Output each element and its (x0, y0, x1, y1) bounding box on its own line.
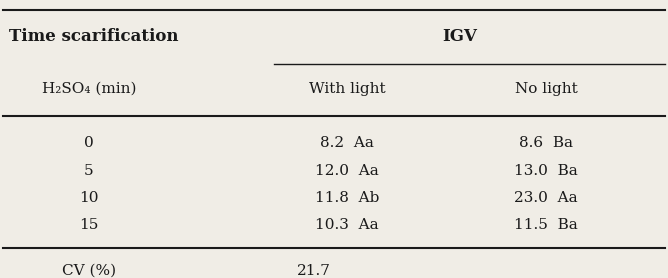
Text: 10.3  Aa: 10.3 Aa (315, 218, 379, 232)
Text: 5: 5 (84, 164, 94, 178)
Text: 11.5  Ba: 11.5 Ba (514, 218, 578, 232)
Text: 21.7: 21.7 (297, 264, 331, 277)
Text: 8.2  Aa: 8.2 Aa (321, 136, 374, 150)
Text: 8.6  Ba: 8.6 Ba (519, 136, 573, 150)
Text: Time scarification: Time scarification (9, 28, 179, 45)
Text: No light: No light (514, 82, 577, 96)
Text: 13.0  Ba: 13.0 Ba (514, 164, 578, 178)
Text: 0: 0 (84, 136, 94, 150)
Text: 15: 15 (79, 218, 99, 232)
Text: CV (%): CV (%) (62, 264, 116, 277)
Text: IGV: IGV (442, 28, 478, 45)
Text: 12.0  Aa: 12.0 Aa (315, 164, 379, 178)
Text: 10: 10 (79, 191, 99, 205)
Text: 23.0  Aa: 23.0 Aa (514, 191, 578, 205)
Text: 11.8  Ab: 11.8 Ab (315, 191, 379, 205)
Text: With light: With light (309, 82, 385, 96)
Text: H₂SO₄ (min): H₂SO₄ (min) (41, 82, 136, 96)
